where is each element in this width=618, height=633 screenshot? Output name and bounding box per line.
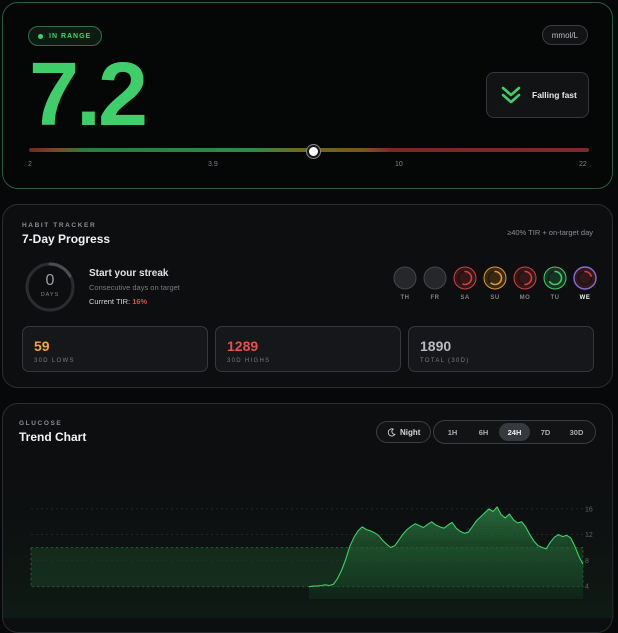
streak-info: Start your streak Consecutive days on ta… xyxy=(89,268,180,306)
stat-highs: 1289 30D HIGHS xyxy=(215,326,401,372)
glucose-area xyxy=(309,506,583,599)
day-label: WE xyxy=(579,295,591,301)
habit-criteria-note: ≥40% TIR + on-target day xyxy=(507,228,593,237)
scale-tick-high: 10 xyxy=(395,161,403,168)
day-mo[interactable]: MO xyxy=(513,266,537,301)
day-progress-ring-icon xyxy=(513,266,537,290)
scale-tick-low: 3.9 xyxy=(208,161,218,168)
stat-label: TOTAL (30D) xyxy=(420,358,470,364)
day-progress-row: TH FR SA SU MO TU WE xyxy=(393,266,597,301)
glucose-line xyxy=(308,506,584,588)
day-label: TH xyxy=(400,295,410,301)
day-progress-ring-icon xyxy=(543,266,567,290)
day-tu[interactable]: TU xyxy=(543,266,567,301)
range-button-7d[interactable]: 7D xyxy=(540,427,551,437)
time-range-selector: 1H 6H 24H 7D 30D xyxy=(433,420,596,444)
day-su[interactable]: SU xyxy=(483,266,507,301)
stat-label: 30D HIGHS xyxy=(227,358,271,364)
day-label: FR xyxy=(430,295,440,301)
current-tir: Current TIR: 16% xyxy=(89,297,180,306)
moon-icon xyxy=(387,427,396,436)
streak-title: Start your streak xyxy=(89,268,169,279)
day-fr[interactable]: FR xyxy=(423,266,447,301)
unit-toggle-button[interactable]: mmol/L xyxy=(541,25,588,45)
chart-eyebrow: GLUCOSE xyxy=(19,420,63,427)
day-th[interactable]: TH xyxy=(393,266,417,301)
stat-value: 59 xyxy=(34,338,50,354)
day-progress-ring-icon xyxy=(453,266,477,290)
trend-indicator: Falling fast xyxy=(486,72,589,118)
scale-tick-max: 22 xyxy=(579,161,587,168)
day-progress-ring-icon xyxy=(573,266,597,290)
tir-label: Current TIR: xyxy=(89,297,131,306)
day-label: SU xyxy=(490,295,500,301)
day-label: SA xyxy=(460,295,470,301)
habit-tracker-card: HABIT TRACKER 7-Day Progress ≥40% TIR + … xyxy=(2,204,613,388)
status-dot-icon xyxy=(38,33,43,39)
day-progress-ring-icon xyxy=(423,266,447,290)
double-chevron-down-icon xyxy=(501,86,521,104)
stat-total: 1890 TOTAL (30D) xyxy=(408,326,594,372)
status-label: IN RANGE xyxy=(49,32,92,40)
stat-value: 1289 xyxy=(227,338,259,354)
day-we[interactable]: WE xyxy=(573,266,597,301)
range-button-30d[interactable]: 30D xyxy=(569,427,584,437)
y-tick-label: 16 xyxy=(585,506,593,513)
streak-count: 0 xyxy=(45,272,55,289)
glucose-trend-chart: 4 8 12 16 xyxy=(3,444,614,618)
trend-label: Falling fast xyxy=(532,90,577,100)
range-button-24h[interactable]: 24H xyxy=(499,423,530,441)
habit-header: HABIT TRACKER 7-Day Progress xyxy=(22,222,110,246)
current-reading-card: IN RANGE mmol/L 7.2 Falling fast 2 3.9 1… xyxy=(2,2,613,189)
y-tick-label: 8 xyxy=(585,558,589,565)
range-button-1h[interactable]: 1H xyxy=(447,427,458,437)
day-label: TU xyxy=(550,295,560,301)
unit-label: mmol/L xyxy=(551,30,578,40)
range-button-6h[interactable]: 6H xyxy=(478,427,489,437)
y-tick-label: 12 xyxy=(585,532,593,539)
night-toggle-button[interactable]: Night xyxy=(376,421,432,443)
streak-count-label: DAYS xyxy=(40,292,60,298)
habit-title: 7-Day Progress xyxy=(22,232,111,246)
night-label: Night xyxy=(400,427,421,437)
streak-subtitle: Consecutive days on target xyxy=(89,283,180,292)
chart-title: Trend Chart xyxy=(19,430,87,444)
scale-tick-min: 2 xyxy=(28,161,32,168)
day-progress-ring-icon xyxy=(483,266,507,290)
streak-ring-icon xyxy=(25,262,75,312)
y-tick-label: 4 xyxy=(585,584,589,591)
chart-header: GLUCOSE Trend Chart xyxy=(19,420,86,444)
day-progress-ring-icon xyxy=(393,266,417,290)
stat-lows: 59 30D LOWS xyxy=(22,326,208,372)
glucose-value: 7.2 xyxy=(29,45,148,145)
range-scale-marker xyxy=(307,145,321,158)
habit-eyebrow: HABIT TRACKER xyxy=(22,222,97,229)
trend-chart-card: 4 8 12 16 GLUCOSE Trend Chart Night 1H 6H 24H… xyxy=(2,403,614,633)
stat-label: 30D LOWS xyxy=(34,358,75,364)
tir-value: 16% xyxy=(132,297,148,306)
stat-value: 1890 xyxy=(420,338,452,354)
day-label: MO xyxy=(519,295,531,301)
in-range-badge: IN RANGE xyxy=(28,26,103,46)
day-sa[interactable]: SA xyxy=(453,266,477,301)
